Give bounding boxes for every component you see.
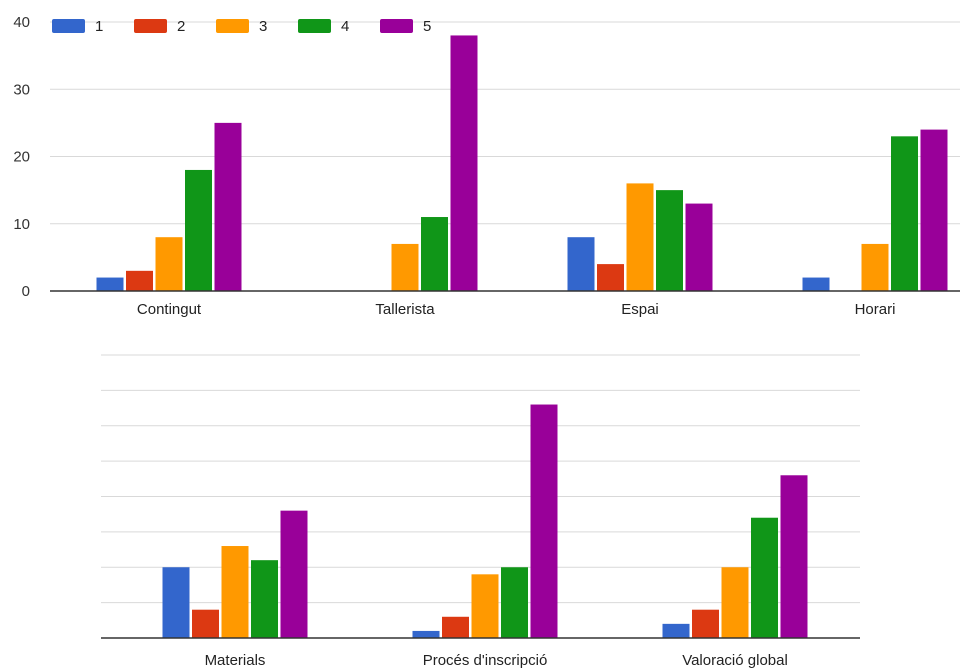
bar-valoraci-global-series-2 — [692, 609, 719, 638]
bar-proc-s-d-inscripci--series-3 — [471, 574, 499, 638]
bar-contingut-series-4 — [185, 169, 212, 291]
legend-swatch-4 — [298, 19, 331, 33]
bar-materials-series-3 — [221, 546, 249, 638]
legend: 1 2 3 4 5 — [52, 18, 431, 35]
bar-horari-series-4 — [891, 136, 918, 291]
legend-label-2: 2 — [177, 18, 185, 35]
bar-contingut-series-1 — [96, 277, 124, 291]
y-tick-label: 40 — [13, 14, 30, 31]
bar-contingut-series-5 — [214, 122, 242, 291]
legend-swatch-2 — [134, 19, 167, 33]
category-label: Materials — [205, 652, 266, 669]
top-bar-chart: 0 10 20 30 40 Contingut Tallerista Espai Horari — [13, 14, 960, 318]
bar-tallerista-series-4 — [421, 217, 448, 291]
bar-proc-s-d-inscripci--series-4 — [501, 567, 528, 638]
category-label: Contingut — [137, 301, 202, 318]
bar-horari-series-1 — [802, 277, 830, 291]
category-label: Horari — [855, 301, 896, 318]
bar-espai-series-5 — [685, 203, 713, 291]
bar-materials-series-5 — [280, 510, 308, 638]
bar-horari-series-3 — [861, 243, 889, 291]
legend-label-4: 4 — [341, 18, 349, 35]
bar-horari-series-5 — [920, 129, 948, 291]
bar-espai-series-4 — [656, 190, 683, 291]
bar-materials-series-4 — [251, 560, 278, 638]
bar-espai-series-3 — [626, 183, 654, 291]
y-tick-label: 20 — [13, 149, 30, 166]
bar-proc-s-d-inscripci--series-5 — [530, 404, 558, 638]
bar-espai-series-2 — [597, 264, 624, 291]
legend-swatch-1 — [52, 19, 85, 33]
y-tick-label: 10 — [13, 216, 30, 233]
bar-tallerista-series-3 — [391, 243, 419, 291]
bar-contingut-series-3 — [155, 237, 183, 291]
category-label: Espai — [621, 301, 659, 318]
legend-swatch-5 — [380, 19, 413, 33]
bar-valoraci-global-series-1 — [662, 623, 690, 638]
bar-valoraci-global-series-4 — [751, 517, 778, 638]
bar-materials-series-2 — [192, 609, 219, 638]
category-label: Tallerista — [375, 301, 435, 318]
bottom-bar-chart: Materials Procés d'inscripció Valoració gl… — [101, 354, 860, 669]
legend-swatch-3 — [216, 19, 249, 33]
legend-label-1: 1 — [95, 18, 103, 35]
category-label: Valoració global — [682, 652, 788, 669]
bar-proc-s-d-inscripci--series-1 — [412, 630, 440, 638]
bar-espai-series-1 — [567, 237, 595, 291]
legend-label-3: 3 — [259, 18, 267, 35]
legend-label-5: 5 — [423, 18, 431, 35]
bar-tallerista-series-5 — [450, 35, 478, 292]
y-tick-label: 30 — [13, 81, 30, 98]
bar-materials-series-1 — [162, 567, 190, 638]
bar-proc-s-d-inscripci--series-2 — [442, 616, 469, 638]
category-label: Procés d'inscripció — [423, 652, 548, 669]
bar-valoraci-global-series-5 — [780, 475, 808, 638]
bar-contingut-series-2 — [126, 270, 153, 291]
y-tick-label: 0 — [22, 283, 30, 300]
bar-valoraci-global-series-3 — [721, 567, 749, 638]
